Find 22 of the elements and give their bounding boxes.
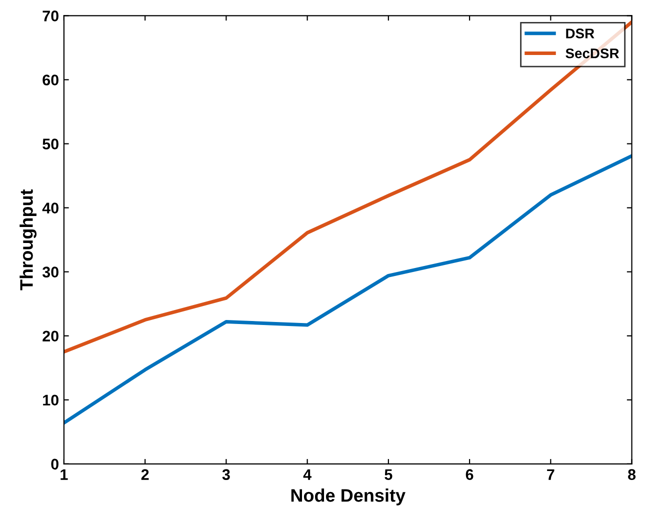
y-tick-label: 40 bbox=[42, 202, 58, 214]
x-tick-label: 2 bbox=[141, 469, 149, 480]
line-series bbox=[64, 154, 632, 425]
x-tick-label: 3 bbox=[222, 469, 230, 480]
x-tick-label: 8 bbox=[628, 469, 636, 480]
x-tick-label: 6 bbox=[466, 469, 474, 480]
x-tick-label: 5 bbox=[384, 469, 392, 480]
y-tick-label: 60 bbox=[42, 74, 58, 86]
x-tick-label: 7 bbox=[547, 469, 554, 480]
y-tick-label: 10 bbox=[43, 394, 58, 406]
line-series bbox=[64, 20, 632, 354]
legend-label: DSR bbox=[566, 28, 594, 38]
y-tick-label: 20 bbox=[42, 330, 58, 342]
y-tick-label: 0 bbox=[51, 458, 58, 470]
y-axis-title: Throughput bbox=[20, 189, 37, 290]
x-tick-label: 4 bbox=[303, 469, 312, 480]
legend-label: SecDSR bbox=[566, 48, 620, 58]
y-tick-label: 30 bbox=[42, 266, 58, 278]
x-axis-title: Node Density bbox=[291, 488, 406, 506]
x-tick-label: 1 bbox=[60, 469, 68, 480]
y-tick-label: 50 bbox=[42, 138, 58, 150]
y-tick-label: 70 bbox=[42, 10, 58, 22]
